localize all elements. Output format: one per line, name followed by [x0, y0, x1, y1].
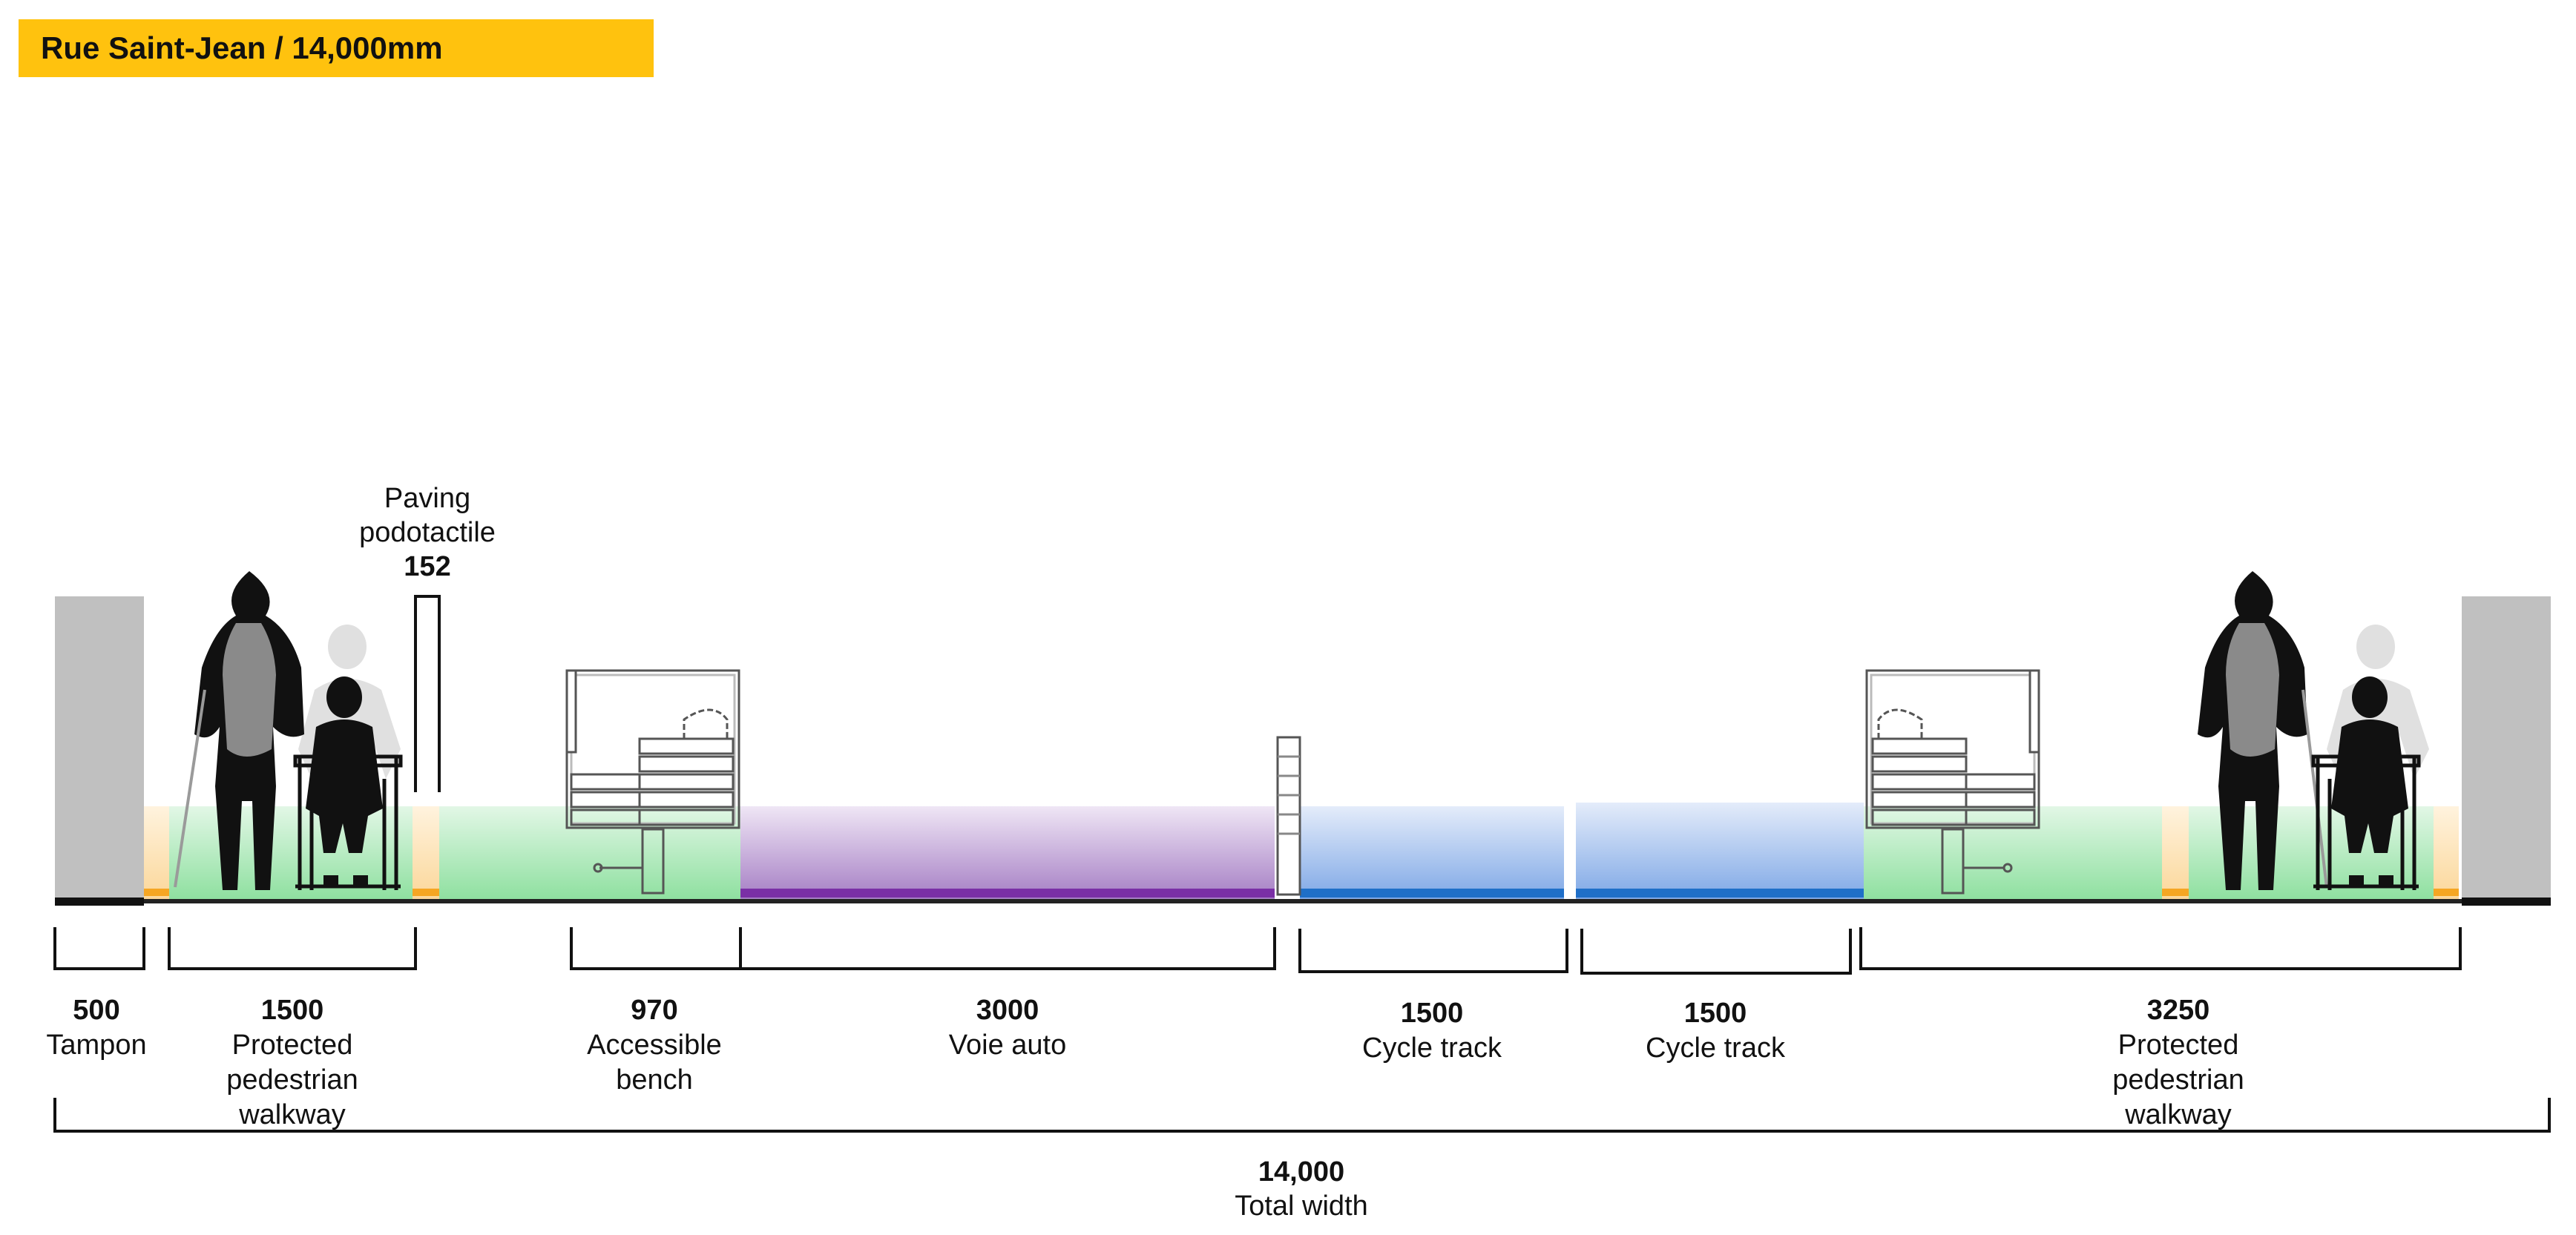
seg-walkway-right-line3: walkway [2124, 1099, 2232, 1130]
tactile-strip-right-outer [2434, 806, 2459, 899]
seg-cycle-1-label: Cycle track [1362, 1033, 1502, 1064]
surface-fills [144, 803, 2459, 899]
road-fill [740, 806, 1275, 899]
seg-walkway-left-line2: pedestrian [226, 1064, 358, 1096]
tactile-label-line1: Paving [384, 483, 470, 514]
segment-labels: 500 Tampon 1500 Protected pedestrian wal… [46, 995, 2244, 1222]
tactile-bottom-right-inner [2162, 889, 2189, 896]
seg-tampon-label: Tampon [46, 1030, 146, 1061]
seg-tampon-value: 500 [73, 995, 119, 1026]
bracket-tampon [53, 927, 145, 970]
seg-bench-line2: bench [616, 1064, 693, 1096]
wheelchair-user-left [293, 676, 403, 890]
seg-road-label: Voie auto [949, 1030, 1066, 1061]
road-line [740, 889, 1275, 898]
pedestrian-walkway-right [1864, 806, 2162, 899]
tactile-strip-left-outer [144, 806, 169, 899]
tactile-bottom-left-outer [144, 889, 169, 896]
seg-walkway-left-line1: Protected [232, 1030, 353, 1061]
cane-user-right [2198, 571, 2328, 890]
bracket-cycle-1 [1298, 929, 1568, 973]
seg-cycle-1-value: 1500 [1401, 998, 1464, 1029]
bench-zone-left-fill [439, 806, 740, 899]
title-text: Rue Saint-Jean / 14,000mm [41, 30, 443, 65]
building-right [2462, 596, 2551, 899]
seg-road-value: 3000 [976, 995, 1039, 1026]
ground-line-left [55, 898, 144, 906]
bracket-road [739, 927, 1276, 970]
cycle-track-2-fill [1576, 803, 1864, 899]
seg-walkway-right-value: 3250 [2147, 995, 2210, 1026]
ground-line-right [2462, 898, 2551, 906]
building-left [55, 596, 144, 899]
bracket-bench [570, 927, 742, 970]
tactile-strip-right-inner [2162, 806, 2189, 899]
tactile-strip-left-inner [413, 806, 439, 899]
tactile-bottom-right-outer [2434, 889, 2459, 896]
cycle-track-1-fill [1300, 806, 1564, 899]
people-left [174, 571, 403, 890]
total-value: 14,000 [1258, 1156, 1344, 1188]
bracket-walkway-right [1859, 927, 2462, 970]
seg-walkway-right-line1: Protected [2118, 1030, 2239, 1061]
tactile-bottom-left-inner [413, 889, 439, 896]
seg-cycle-2-label: Cycle track [1646, 1033, 1786, 1064]
tactile-label-line2: podotactile [359, 517, 496, 548]
seg-cycle-2-value: 1500 [1684, 998, 1747, 1029]
seg-walkway-left-line3: walkway [238, 1099, 346, 1130]
seg-walkway-right-line2: pedestrian [2112, 1064, 2244, 1096]
ground-line-center [144, 899, 2462, 903]
title-badge: Rue Saint-Jean / 14,000mm [19, 19, 654, 77]
cycle-track-2-line [1576, 889, 1864, 898]
total-label: Total width [1235, 1190, 1368, 1222]
bracket-total [53, 1098, 2551, 1133]
seg-bench-line1: Accessible [587, 1030, 722, 1061]
seg-walkway-left-value: 1500 [261, 995, 324, 1026]
segment-brackets [53, 927, 2551, 1133]
people-right [2198, 571, 2429, 890]
bench-right [1865, 669, 2040, 895]
cane-user-left [174, 571, 304, 890]
seg-bench-value: 970 [631, 995, 677, 1026]
bracket-walkway-left [168, 927, 417, 970]
bench-left [565, 669, 740, 895]
bollard [1276, 736, 1301, 896]
tactile-label-value: 152 [404, 551, 450, 582]
pedestrian-walkway-left [169, 806, 413, 899]
tactile-bracket [414, 595, 441, 792]
bracket-cycle-2 [1580, 929, 1852, 975]
wheelchair-user-right [2311, 676, 2421, 890]
cycle-track-1-line [1300, 889, 1564, 898]
